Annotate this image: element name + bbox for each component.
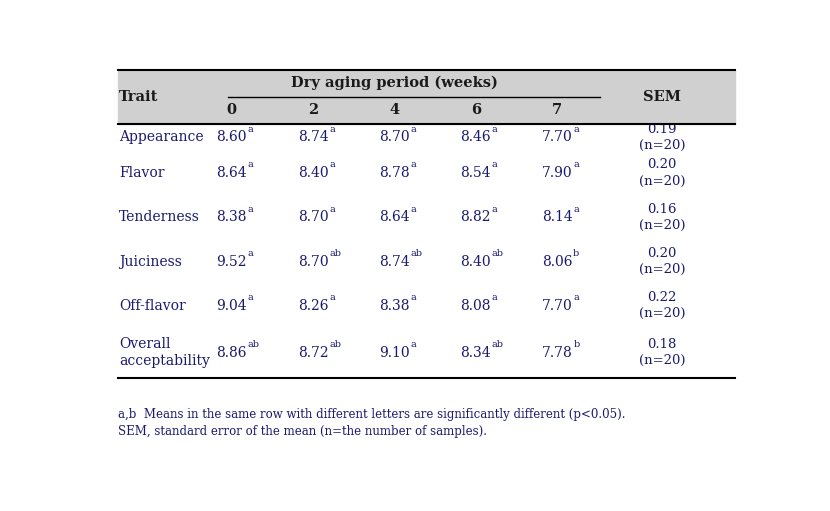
Text: 0: 0 (227, 103, 237, 117)
Text: 0.22
(n=20): 0.22 (n=20) (638, 291, 685, 320)
Text: 9.04: 9.04 (217, 299, 247, 313)
Text: 8.64: 8.64 (217, 166, 247, 180)
Text: Off-flavor: Off-flavor (120, 299, 186, 313)
Text: 0.18
(n=20): 0.18 (n=20) (638, 338, 685, 367)
Text: a: a (247, 293, 253, 303)
Text: a: a (247, 249, 253, 258)
Text: a: a (491, 293, 497, 303)
Text: a,b  Means in the same row with different letters are significantly different (p: a,b Means in the same row with different… (118, 408, 625, 421)
Text: a: a (247, 160, 253, 170)
Text: a: a (492, 125, 498, 134)
Text: 0.16
(n=20): 0.16 (n=20) (638, 203, 685, 232)
Text: 8.34: 8.34 (461, 346, 491, 360)
Text: a: a (247, 125, 253, 134)
Text: 8.70: 8.70 (379, 130, 410, 144)
Text: ab: ab (492, 340, 504, 349)
Text: 9.52: 9.52 (217, 254, 247, 268)
Text: 8.54: 8.54 (461, 166, 491, 180)
Text: 8.74: 8.74 (298, 130, 329, 144)
Text: 8.38: 8.38 (217, 210, 247, 224)
Text: 8.06: 8.06 (542, 254, 573, 268)
Text: a: a (330, 125, 334, 134)
Text: 0.19
(n=20): 0.19 (n=20) (638, 123, 685, 152)
Text: 8.40: 8.40 (461, 254, 491, 268)
Text: a: a (574, 125, 579, 134)
Text: a: a (574, 160, 579, 170)
Text: a: a (574, 293, 579, 303)
Text: 2: 2 (308, 103, 318, 117)
Text: ab: ab (247, 340, 260, 349)
Text: 8.70: 8.70 (298, 210, 329, 224)
Text: 8.78: 8.78 (379, 166, 410, 180)
Text: SEM, standard error of the mean (n=the number of samples).: SEM, standard error of the mean (n=the n… (118, 425, 486, 438)
Text: 8.46: 8.46 (461, 130, 491, 144)
Text: a: a (329, 205, 334, 214)
Text: ab: ab (329, 340, 341, 349)
Text: 4: 4 (389, 103, 399, 117)
Text: Flavor: Flavor (120, 166, 164, 180)
Text: Overall
acceptability: Overall acceptability (120, 337, 210, 368)
Text: 7.90: 7.90 (542, 166, 573, 180)
Text: 9.10: 9.10 (379, 346, 410, 360)
Text: 6: 6 (471, 103, 481, 117)
Text: 8.74: 8.74 (379, 254, 410, 268)
Text: a: a (491, 205, 497, 214)
Text: Appearance: Appearance (120, 130, 204, 144)
Text: b: b (574, 249, 579, 258)
Text: a: a (411, 160, 416, 170)
Text: 7: 7 (552, 103, 562, 117)
Text: 8.72: 8.72 (298, 346, 329, 360)
Text: ab: ab (411, 249, 422, 258)
Text: 7.70: 7.70 (542, 130, 573, 144)
Text: SEM: SEM (642, 90, 681, 104)
Text: a: a (329, 293, 334, 303)
Text: Juiciness: Juiciness (120, 254, 182, 268)
Text: 0.20
(n=20): 0.20 (n=20) (638, 158, 685, 188)
Text: 7.70: 7.70 (542, 299, 573, 313)
Text: 8.82: 8.82 (461, 210, 491, 224)
Text: a: a (492, 160, 498, 170)
Text: 8.64: 8.64 (379, 210, 410, 224)
Text: ab: ab (492, 249, 504, 258)
Text: 8.38: 8.38 (379, 299, 410, 313)
Text: a: a (411, 340, 416, 349)
Text: 8.60: 8.60 (217, 130, 247, 144)
Text: b: b (574, 340, 579, 349)
Text: 8.26: 8.26 (298, 299, 328, 313)
Text: a: a (410, 293, 416, 303)
Bar (118, 70, 735, 124)
Text: 8.40: 8.40 (298, 166, 329, 180)
Text: Tenderness: Tenderness (120, 210, 200, 224)
Text: 8.86: 8.86 (217, 346, 247, 360)
Text: 7.78: 7.78 (542, 346, 573, 360)
Text: a: a (247, 205, 253, 214)
Text: a: a (411, 205, 416, 214)
Text: ab: ab (329, 249, 341, 258)
Text: 8.08: 8.08 (461, 299, 491, 313)
Text: 0.20
(n=20): 0.20 (n=20) (638, 247, 685, 276)
Text: a: a (574, 205, 579, 214)
Text: Trait: Trait (120, 90, 159, 104)
Text: Dry aging period (weeks): Dry aging period (weeks) (291, 76, 498, 90)
Text: a: a (411, 125, 416, 134)
Text: 8.70: 8.70 (298, 254, 329, 268)
Text: 8.14: 8.14 (542, 210, 573, 224)
Text: a: a (329, 160, 334, 170)
